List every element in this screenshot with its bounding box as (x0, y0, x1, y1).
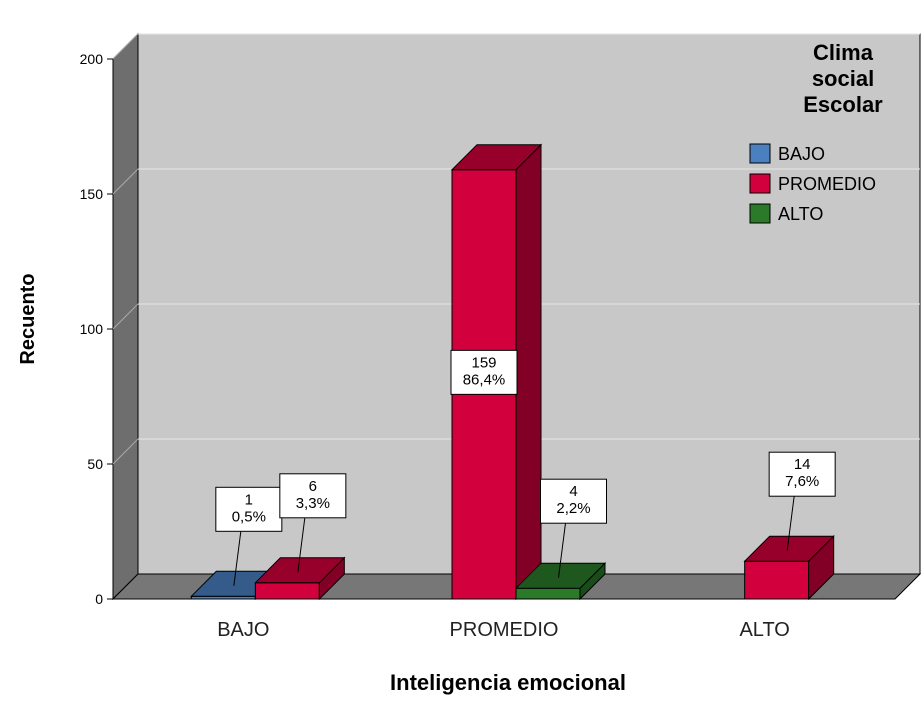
bar-front (744, 560, 810, 600)
legend-title: Escolar (803, 92, 883, 117)
legend-title: Clima (813, 40, 874, 65)
data-label: 4 (569, 483, 577, 500)
data-label: 2,2% (556, 500, 590, 517)
data-label-leader (786, 496, 795, 551)
y-tick-label: 200 (80, 51, 104, 67)
data-label: 1 (245, 491, 253, 508)
data-label: 0,5% (232, 508, 266, 525)
data-label-leader (233, 531, 242, 586)
legend-label: PROMEDIO (778, 174, 876, 194)
y-tick-label: 50 (87, 456, 103, 472)
legend-swatch (749, 203, 771, 224)
data-label-box (768, 451, 836, 497)
legend-label: BAJO (778, 144, 825, 164)
x-axis-title: Inteligencia emocional (390, 670, 626, 695)
gridline-side (112, 168, 139, 195)
data-label: 6 (309, 478, 317, 495)
legend-swatch (749, 173, 771, 194)
data-label: 86,4% (463, 371, 506, 388)
x-tick-label: BAJO (217, 619, 269, 641)
data-label: 3,3% (296, 495, 330, 512)
bar-front (515, 587, 581, 600)
legend-swatch (749, 143, 771, 164)
data-label-leader (558, 523, 566, 578)
legend-label: ALTO (778, 204, 823, 224)
gridline-side (112, 438, 139, 465)
data-label: 14 (794, 456, 811, 473)
y-tick-label: 150 (80, 186, 104, 202)
bar-top (514, 562, 607, 589)
x-tick-label: ALTO (739, 619, 789, 641)
x-tick-label: PROMEDIO (450, 619, 559, 641)
data-label-box (279, 473, 347, 519)
legend-title: social (812, 66, 874, 91)
y-tick-label: 100 (80, 321, 104, 337)
gridline-side (112, 33, 139, 60)
bar-top (743, 535, 835, 562)
y-axis-title: Recuento (17, 273, 39, 364)
bar-top (254, 557, 346, 584)
bar-top (450, 144, 543, 171)
y-tick-label: 0 (95, 591, 103, 607)
data-label: 7,6% (785, 473, 819, 490)
data-label: 159 (471, 354, 496, 371)
gridline-side (112, 303, 139, 330)
bar-front (254, 582, 320, 600)
data-label-box (450, 349, 518, 395)
data-label-leader (297, 517, 306, 573)
data-label-box (215, 486, 283, 532)
data-label-box (540, 478, 607, 524)
bar-side (515, 143, 542, 601)
